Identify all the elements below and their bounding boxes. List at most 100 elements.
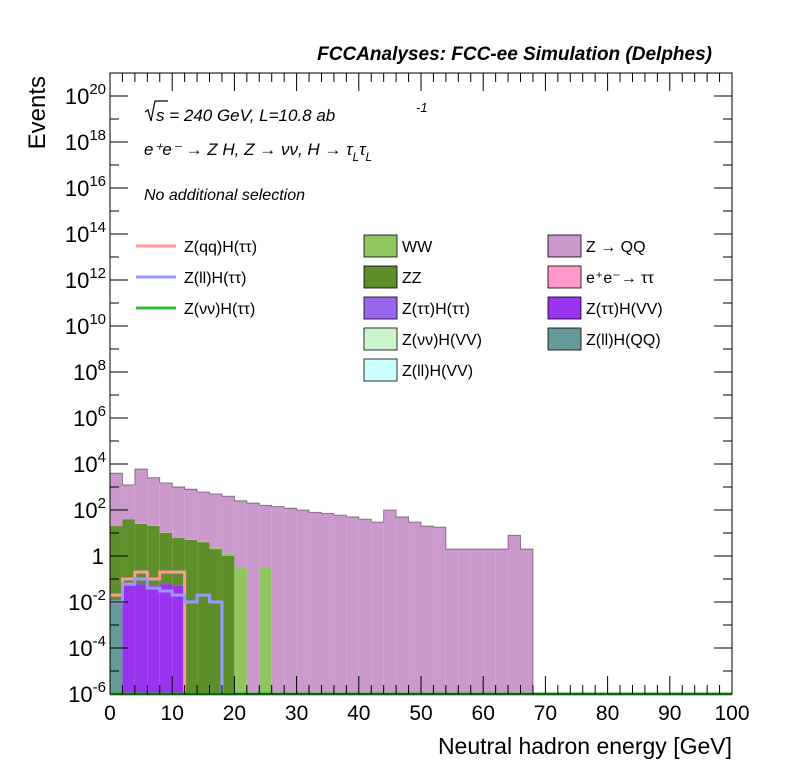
bar-ww bbox=[234, 568, 247, 694]
legend-box-swatch bbox=[547, 265, 582, 289]
x-tick-label: 0 bbox=[104, 702, 116, 725]
legend-item: Z(ττ)H(VV) bbox=[547, 296, 663, 320]
x-tick-label: 100 bbox=[714, 702, 749, 725]
bar-z-qq bbox=[172, 486, 185, 538]
legend-item: Z(ll)H(VV) bbox=[363, 358, 473, 382]
legend-label: Z(qq)H(ττ) bbox=[184, 239, 257, 256]
bar-z-qq bbox=[333, 515, 347, 694]
y-tick-label: 102 bbox=[73, 495, 106, 523]
legend-item: e⁺e⁻→ ττ bbox=[547, 265, 654, 289]
bar-z-qq bbox=[408, 522, 421, 694]
y-tick-label: 1012 bbox=[65, 265, 106, 293]
bar-z-qq bbox=[346, 516, 359, 694]
bar-z-qq bbox=[383, 510, 397, 694]
bar-z-qq bbox=[147, 477, 160, 526]
y-axis-label: Events bbox=[24, 76, 51, 149]
x-tick-label: 20 bbox=[223, 702, 246, 725]
legend-item: Z(νν)H(ττ) bbox=[136, 301, 255, 318]
x-tick-label: 10 bbox=[161, 702, 184, 725]
bar-z-qq bbox=[458, 549, 471, 694]
legend-label: Z(ττ)H(VV) bbox=[586, 301, 663, 318]
bar-zz bbox=[159, 532, 173, 585]
bar-zz bbox=[110, 526, 123, 602]
annotation-lumi-exponent: -1 bbox=[416, 100, 428, 115]
y-tick-label: 1018 bbox=[65, 127, 106, 155]
legend-box-swatch bbox=[363, 327, 398, 351]
annotation-process-text: e⁺e⁻ → Z H, Z → νν, H → τ bbox=[144, 140, 354, 159]
legend-box-swatch bbox=[363, 358, 398, 382]
legend-item: Z(ll)H(ττ) bbox=[136, 270, 246, 287]
bar-z-qq bbox=[321, 513, 334, 694]
legend-label: Z → QQ bbox=[586, 239, 646, 256]
annotation-process-sub2: L bbox=[366, 150, 373, 164]
legend-label: Z(ll)H(VV) bbox=[402, 363, 473, 380]
bar-z-qq bbox=[445, 549, 459, 694]
x-tick-label: 60 bbox=[472, 702, 495, 725]
annotation-energy-text: = 240 GeV, L=10.8 ab bbox=[165, 106, 336, 125]
legend-box-swatch bbox=[547, 234, 582, 258]
bar-zz bbox=[147, 526, 160, 586]
bar-z-qq bbox=[483, 549, 496, 694]
bar-zz bbox=[134, 523, 148, 585]
bar-z-qq bbox=[134, 469, 148, 524]
bar-z-qq bbox=[110, 473, 123, 527]
legend-box-swatch bbox=[363, 234, 398, 258]
y-tick-label: 1014 bbox=[65, 219, 106, 247]
y-tick-label: 106 bbox=[73, 403, 106, 431]
bar-ww bbox=[197, 541, 210, 543]
legend-item: WW bbox=[363, 234, 433, 258]
bar-z-qq bbox=[358, 519, 372, 694]
x-tick-label: 80 bbox=[596, 702, 619, 725]
x-tick-label: 70 bbox=[534, 702, 557, 725]
chart-title: FCCAnalyses: FCC-ee Simulation (Delphes) bbox=[317, 44, 712, 65]
bar-z-h-vv- bbox=[147, 585, 160, 694]
y-tick-label: 1020 bbox=[65, 81, 106, 109]
annotation-process-sub1: L bbox=[353, 150, 360, 164]
legend-label: ZZ bbox=[402, 270, 422, 287]
legend-label: Z(ll)H(ττ) bbox=[184, 270, 246, 287]
bar-zz bbox=[172, 538, 185, 586]
bar-zz bbox=[184, 539, 198, 694]
axis-ticks bbox=[109, 72, 733, 695]
x-tick-label: 90 bbox=[658, 702, 681, 725]
bar-z-qq bbox=[520, 549, 533, 694]
axis-tick-labels: 0 10 20 30 40 50 60 70 80 90 10010-610-410-2110210… bbox=[65, 81, 750, 725]
legend-item: Z(ττ)H(ττ) bbox=[363, 296, 470, 320]
bar-z-qq bbox=[209, 493, 222, 548]
bar-ww bbox=[184, 539, 198, 540]
legend-item: Z(νν)H(VV) bbox=[363, 327, 482, 351]
annotation-energy-lumi: s = 240 GeV, L=10.8 ab -1 bbox=[144, 100, 428, 125]
legend-label: WW bbox=[402, 239, 433, 256]
y-tick-label: 104 bbox=[73, 449, 106, 477]
bar-z-h-vv- bbox=[122, 585, 135, 694]
legend: Z(qq)H(ττ) Z(ll)H(ττ) Z(νν)H(ττ) WW ZZ Z(ττ)H… bbox=[136, 234, 663, 382]
bar-z-qq bbox=[221, 496, 235, 554]
legend-label: Z(ll)H(QQ) bbox=[586, 332, 661, 349]
bar-z-qq bbox=[197, 492, 210, 542]
legend-item: Z(qq)H(ττ) bbox=[136, 239, 257, 256]
y-tick-label: 108 bbox=[73, 357, 106, 385]
annotation-process-tau: τ bbox=[359, 140, 367, 159]
y-tick-label: 10-6 bbox=[68, 679, 106, 707]
y-tick-label: 1016 bbox=[65, 173, 106, 201]
bar-z-qq bbox=[433, 527, 446, 694]
bar-z-h-vv- bbox=[159, 584, 173, 694]
x-tick-label: 30 bbox=[285, 702, 308, 725]
bar-ww bbox=[209, 547, 222, 550]
bar-z-qq bbox=[184, 489, 198, 540]
bar-z-qq bbox=[396, 516, 409, 694]
y-tick-label: 1010 bbox=[65, 311, 106, 339]
bar-z-qq bbox=[246, 503, 260, 694]
legend-box-swatch bbox=[363, 265, 398, 289]
bar-zz bbox=[197, 542, 210, 694]
annotation-sqrt-s: s bbox=[156, 106, 165, 125]
bar-z-qq bbox=[234, 500, 247, 569]
svg-text:s = 240 GeV, L=10.8 ab: s = 240 GeV, L=10.8 ab bbox=[156, 106, 335, 125]
bar-z-h-vv- bbox=[172, 585, 185, 694]
histogram-bars bbox=[109, 468, 732, 695]
y-tick-label: 10-4 bbox=[68, 633, 106, 661]
x-tick-label: 40 bbox=[347, 702, 370, 725]
bar-z-qq bbox=[159, 482, 173, 533]
legend-box-swatch bbox=[547, 296, 582, 320]
